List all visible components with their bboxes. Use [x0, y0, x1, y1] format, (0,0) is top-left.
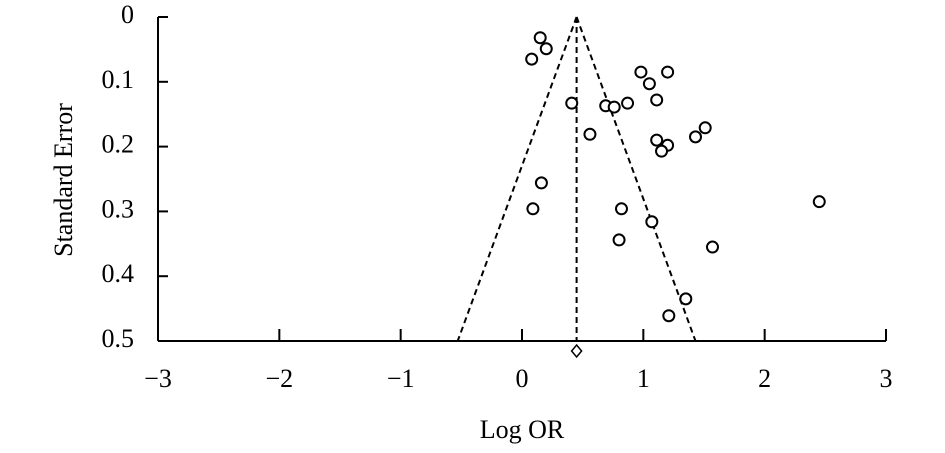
x-tick-label: 3 [880, 364, 893, 393]
point [621, 96, 635, 110]
point [634, 65, 648, 79]
y-tick-label: 0 [121, 0, 134, 29]
y-tick-label: 0.2 [102, 130, 135, 159]
y-tick-label: 0.5 [102, 324, 135, 353]
point [679, 292, 693, 306]
x-tick-label: −2 [265, 364, 293, 393]
point [812, 195, 826, 209]
point [662, 309, 676, 323]
point [583, 127, 597, 141]
point [525, 52, 539, 66]
point [533, 31, 547, 45]
point [689, 130, 703, 144]
point [614, 202, 628, 216]
point [526, 202, 540, 216]
y-tick-label: 0.4 [102, 259, 135, 288]
pooled-diamond [570, 343, 583, 359]
point [705, 240, 719, 254]
funnel-line [456, 16, 578, 342]
y-tick-label: 0.3 [102, 194, 135, 223]
point [612, 233, 626, 247]
point [645, 215, 659, 229]
point [565, 96, 579, 110]
x-tick-label: −1 [387, 364, 415, 393]
point [650, 93, 664, 107]
point [655, 144, 669, 158]
point [539, 42, 553, 56]
x-tick-label: −3 [144, 364, 172, 393]
point [698, 121, 712, 135]
x-tick-label: 2 [758, 364, 771, 393]
point [650, 133, 664, 147]
point [607, 100, 621, 114]
point [661, 65, 675, 79]
funnel-line [575, 16, 697, 342]
x-tick-label: 1 [637, 364, 650, 393]
y-tick-label: 0.1 [102, 65, 135, 94]
y-axis-label: Standard Error [49, 103, 78, 257]
point [534, 176, 548, 190]
x-tick-label: 0 [516, 364, 529, 393]
point [642, 77, 656, 91]
x-axis-label: Log OR [480, 415, 565, 444]
